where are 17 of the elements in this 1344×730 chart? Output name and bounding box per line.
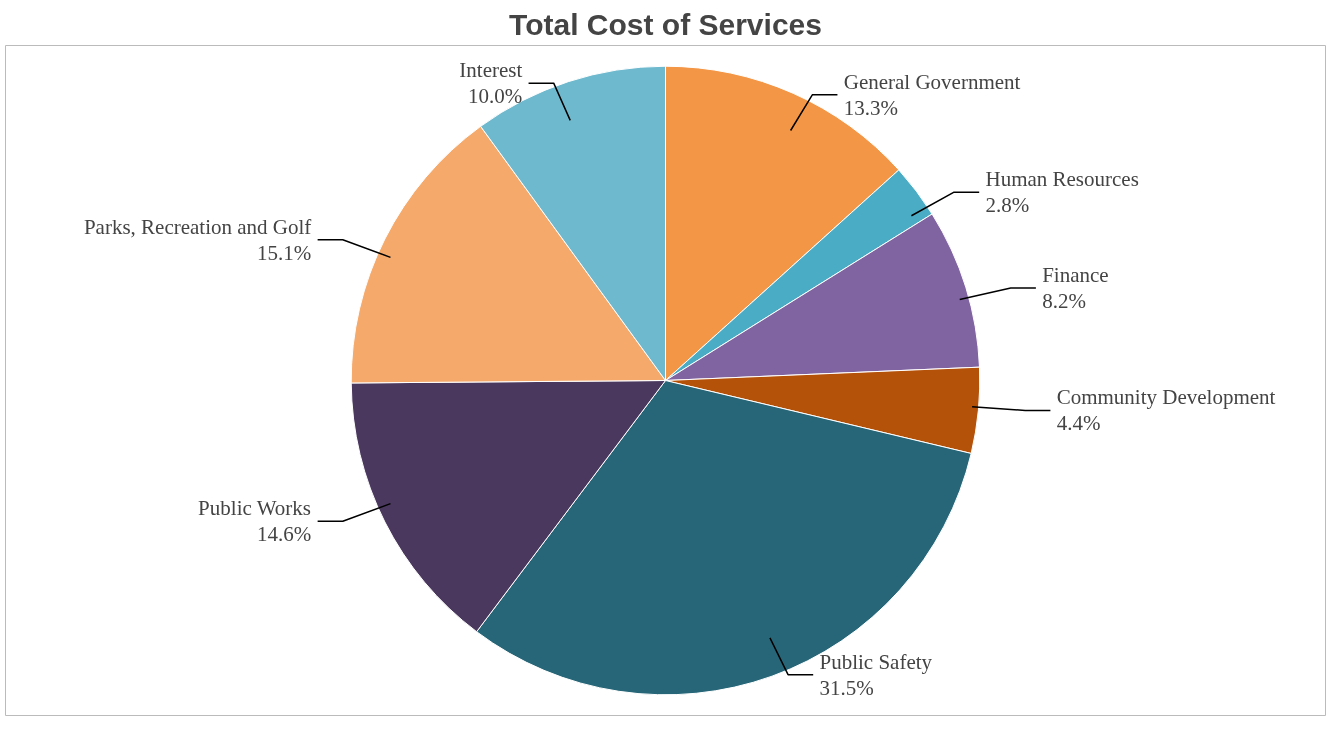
data-label: 10.0% bbox=[468, 84, 523, 109]
data-label: 15.1% bbox=[257, 240, 312, 265]
data-label: 13.3% bbox=[843, 95, 898, 120]
slice-label: Finance bbox=[1042, 263, 1109, 287]
data-label: 4.4% bbox=[1056, 411, 1101, 436]
slice-label: Interest bbox=[459, 58, 523, 83]
slice-label: Human Resources bbox=[985, 167, 1139, 192]
slice-label: Parks, Recreation and Golf bbox=[83, 214, 312, 239]
data-label: 31.5% bbox=[819, 675, 874, 700]
slice-label: Community Development bbox=[1056, 385, 1276, 410]
chart-title: Total Cost of Services bbox=[509, 7, 822, 41]
slice-label: General Government bbox=[843, 69, 1021, 94]
slice-label: Public Safety bbox=[819, 649, 933, 674]
data-label: 14.6% bbox=[257, 522, 312, 547]
data-label: 2.8% bbox=[985, 193, 1030, 218]
data-label: 8.2% bbox=[1042, 289, 1086, 313]
slice-label: Public Works bbox=[198, 496, 311, 521]
